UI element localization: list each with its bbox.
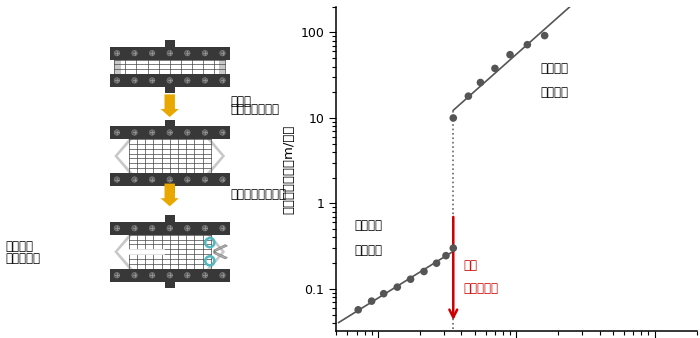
Polygon shape: [206, 235, 225, 269]
Circle shape: [185, 272, 190, 278]
Point: [405, 276, 416, 282]
Circle shape: [220, 78, 225, 83]
Circle shape: [220, 177, 225, 182]
Point: [431, 261, 442, 266]
Circle shape: [220, 50, 225, 56]
Bar: [164, 186, 174, 193]
Circle shape: [202, 177, 208, 182]
Point: [353, 307, 364, 313]
Circle shape: [149, 78, 155, 83]
Circle shape: [149, 272, 155, 278]
Bar: [110, 74, 230, 87]
Text: 初期き裂を入れる: 初期き裂を入れる: [230, 188, 286, 201]
Point: [366, 298, 377, 304]
Text: 速度を計測: 速度を計測: [5, 252, 40, 265]
Circle shape: [202, 50, 208, 56]
Bar: [110, 269, 230, 282]
Circle shape: [114, 130, 120, 135]
Bar: [218, 59, 225, 74]
Bar: [110, 47, 230, 59]
Circle shape: [213, 250, 216, 253]
Circle shape: [132, 225, 137, 231]
Circle shape: [167, 177, 172, 182]
Point: [475, 80, 486, 85]
Circle shape: [114, 225, 120, 231]
Point: [522, 42, 533, 47]
Circle shape: [114, 272, 120, 278]
Circle shape: [132, 78, 137, 83]
Circle shape: [132, 130, 137, 135]
Text: き裂進展: き裂進展: [5, 240, 33, 254]
Circle shape: [114, 50, 120, 56]
Circle shape: [114, 78, 120, 83]
Bar: [114, 59, 121, 74]
Point: [448, 115, 459, 121]
Polygon shape: [114, 235, 132, 269]
Point: [419, 269, 430, 274]
Circle shape: [167, 272, 172, 278]
Polygon shape: [214, 252, 228, 259]
Text: 一定歪で止める: 一定歪で止める: [230, 103, 279, 117]
Circle shape: [185, 177, 190, 182]
Bar: [114, 59, 225, 74]
Circle shape: [149, 50, 155, 56]
Circle shape: [220, 272, 225, 278]
Circle shape: [185, 78, 190, 83]
Circle shape: [167, 78, 172, 83]
Polygon shape: [114, 139, 132, 173]
Bar: [164, 40, 174, 47]
Circle shape: [132, 50, 137, 56]
Point: [463, 93, 474, 99]
Bar: [164, 282, 174, 288]
Circle shape: [167, 225, 172, 231]
Text: エネルギー: エネルギー: [463, 283, 498, 295]
Text: 低速き裂: 低速き裂: [355, 219, 383, 232]
Point: [392, 284, 403, 290]
Point: [539, 33, 550, 38]
Circle shape: [167, 130, 172, 135]
Text: 引張る: 引張る: [230, 95, 251, 108]
Circle shape: [202, 78, 208, 83]
Polygon shape: [160, 94, 178, 117]
Circle shape: [185, 225, 190, 231]
Bar: [164, 120, 174, 126]
Polygon shape: [114, 235, 225, 269]
Circle shape: [114, 177, 120, 182]
Circle shape: [149, 130, 155, 135]
Bar: [110, 173, 230, 186]
Point: [440, 253, 452, 258]
Circle shape: [202, 225, 208, 231]
Polygon shape: [160, 184, 178, 206]
Circle shape: [149, 225, 155, 231]
Circle shape: [185, 130, 190, 135]
Circle shape: [167, 50, 172, 56]
Circle shape: [132, 272, 137, 278]
Bar: [164, 87, 174, 93]
Circle shape: [202, 272, 208, 278]
Text: 進展領域: 進展領域: [355, 244, 383, 257]
Point: [378, 291, 389, 296]
Point: [505, 52, 516, 57]
Polygon shape: [114, 139, 225, 173]
Y-axis label: 亀裂進展速度（m/秒）: 亀裂進展速度（m/秒）: [282, 124, 295, 214]
Text: 転移: 転移: [463, 259, 477, 272]
Circle shape: [202, 130, 208, 135]
Bar: [110, 126, 230, 139]
Circle shape: [185, 50, 190, 56]
Text: 進展領域: 進展領域: [541, 86, 569, 99]
Circle shape: [132, 177, 137, 182]
Circle shape: [220, 130, 225, 135]
Polygon shape: [214, 245, 228, 251]
Bar: [110, 222, 230, 235]
Circle shape: [149, 177, 155, 182]
Bar: [164, 215, 174, 222]
Circle shape: [220, 225, 225, 231]
Point: [489, 66, 500, 71]
Text: 高速き裂: 高速き裂: [541, 62, 569, 75]
Polygon shape: [206, 139, 225, 173]
Point: [448, 245, 459, 251]
